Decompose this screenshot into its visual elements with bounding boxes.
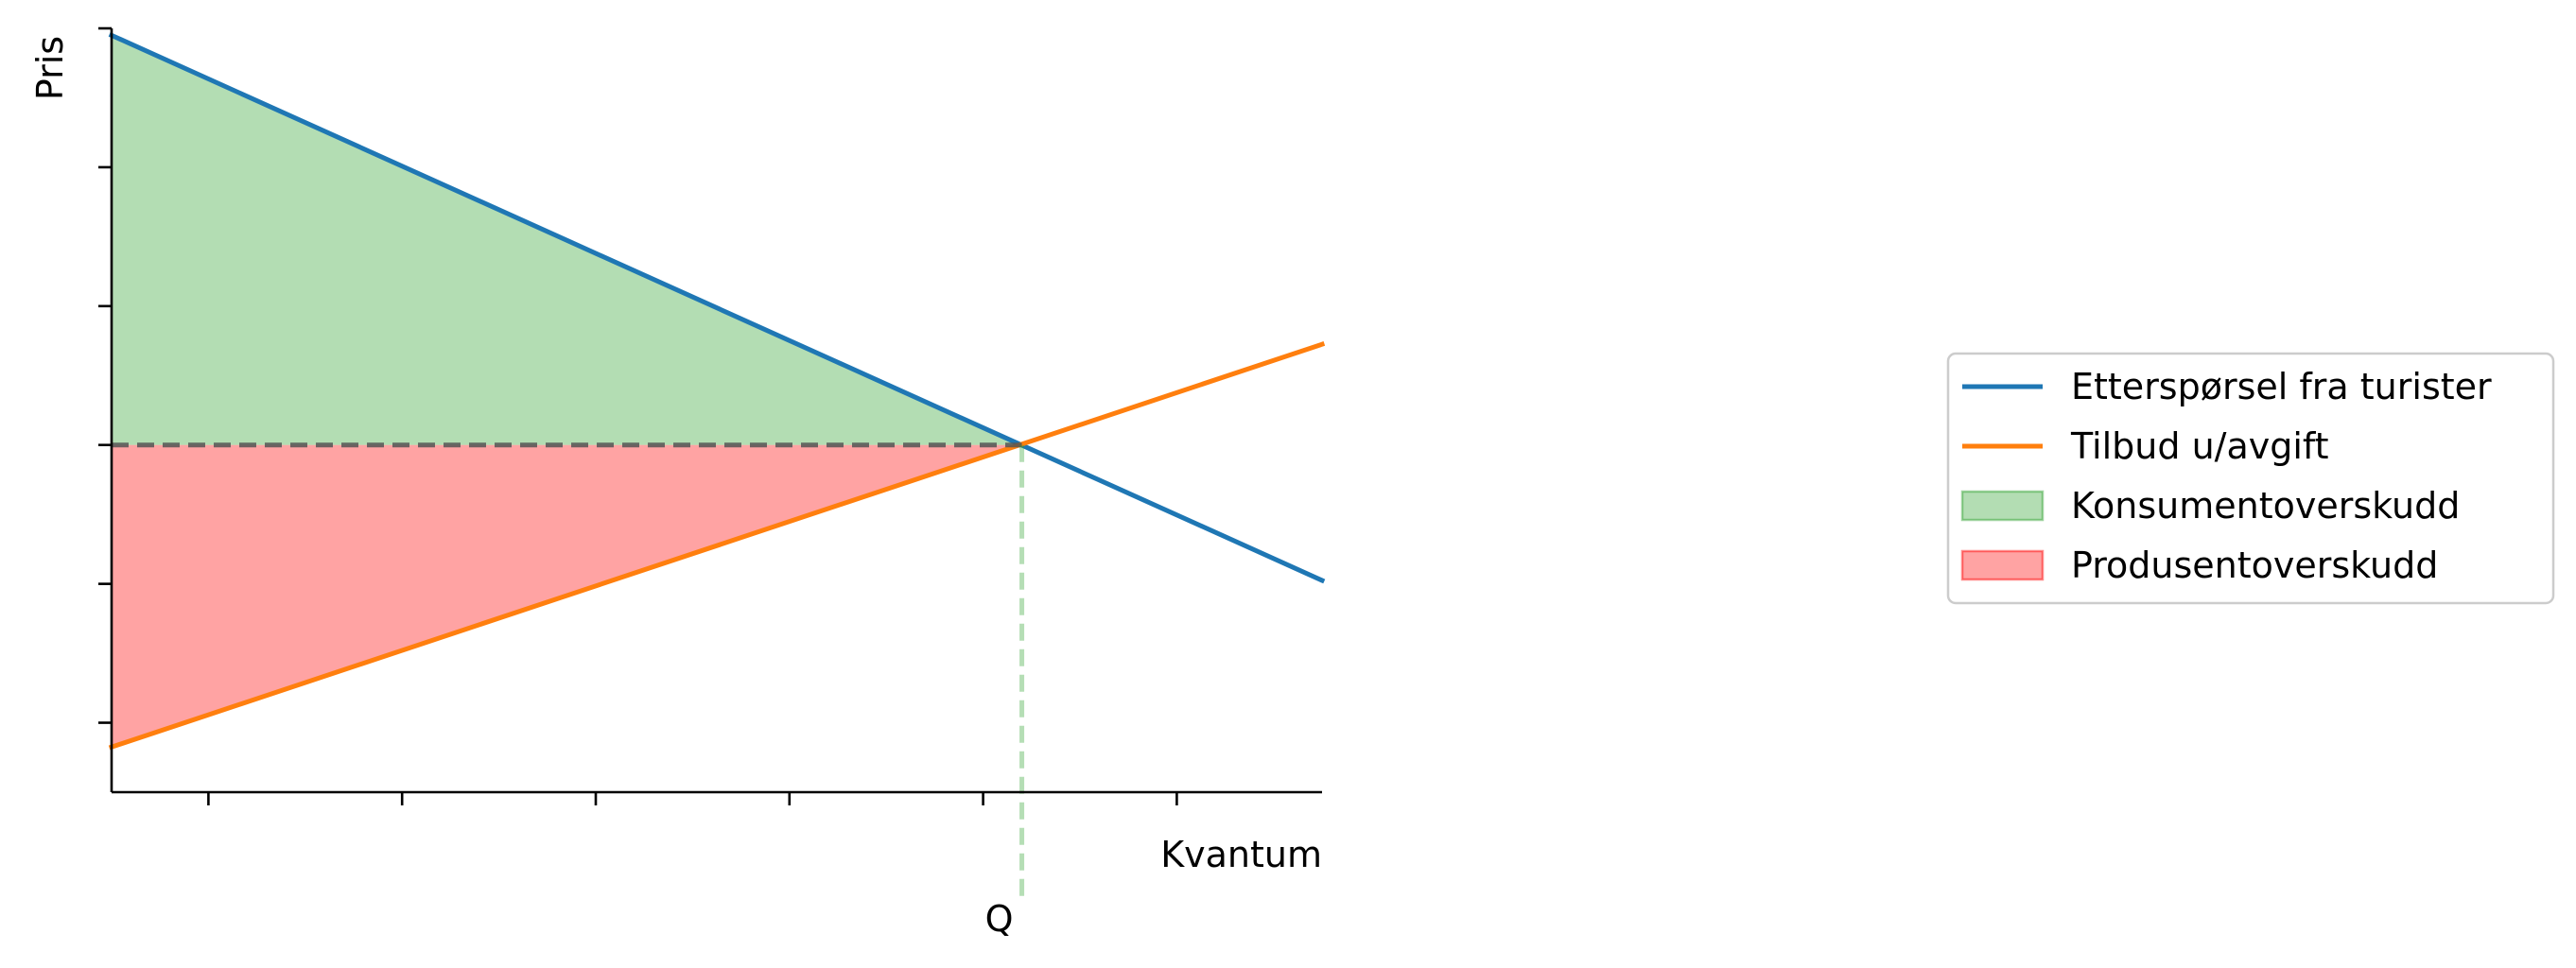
legend-item-1: Tilbud u/avgift: [1962, 425, 2329, 467]
axes: Pris Kvantum Q: [29, 26, 1322, 940]
y-axis-label: Pris: [29, 36, 71, 100]
legend-label-3: Produsentoverskudd: [2071, 544, 2438, 586]
axis-ticks: [98, 26, 1178, 805]
curves: [108, 32, 1326, 751]
legend-box: [1946, 352, 2555, 605]
line-0: [108, 32, 1326, 584]
legend: Etterspørsel fra turister Tilbud u/avgift…: [1946, 352, 2555, 605]
surplus-areas: [112, 35, 1022, 748]
x-axis-label: Kvantum: [1160, 834, 1322, 875]
legend-label-0: Etterspørsel fra turister: [2071, 366, 2492, 407]
equilibrium-quantity-label: Q: [985, 898, 1014, 940]
legend-label-2: Konsumentoverskudd: [2071, 485, 2460, 527]
line-1: [108, 341, 1326, 751]
legend-item-0: Etterspørsel fra turister: [1962, 366, 2492, 407]
legend-swatch-2: [1960, 490, 2045, 522]
legend-item-2: Konsumentoverskudd: [1960, 485, 2460, 527]
legend-label-1: Tilbud u/avgift: [2070, 425, 2329, 467]
legend-item-3: Produsentoverskudd: [1960, 544, 2438, 586]
legend-swatch-3: [1960, 549, 2045, 581]
